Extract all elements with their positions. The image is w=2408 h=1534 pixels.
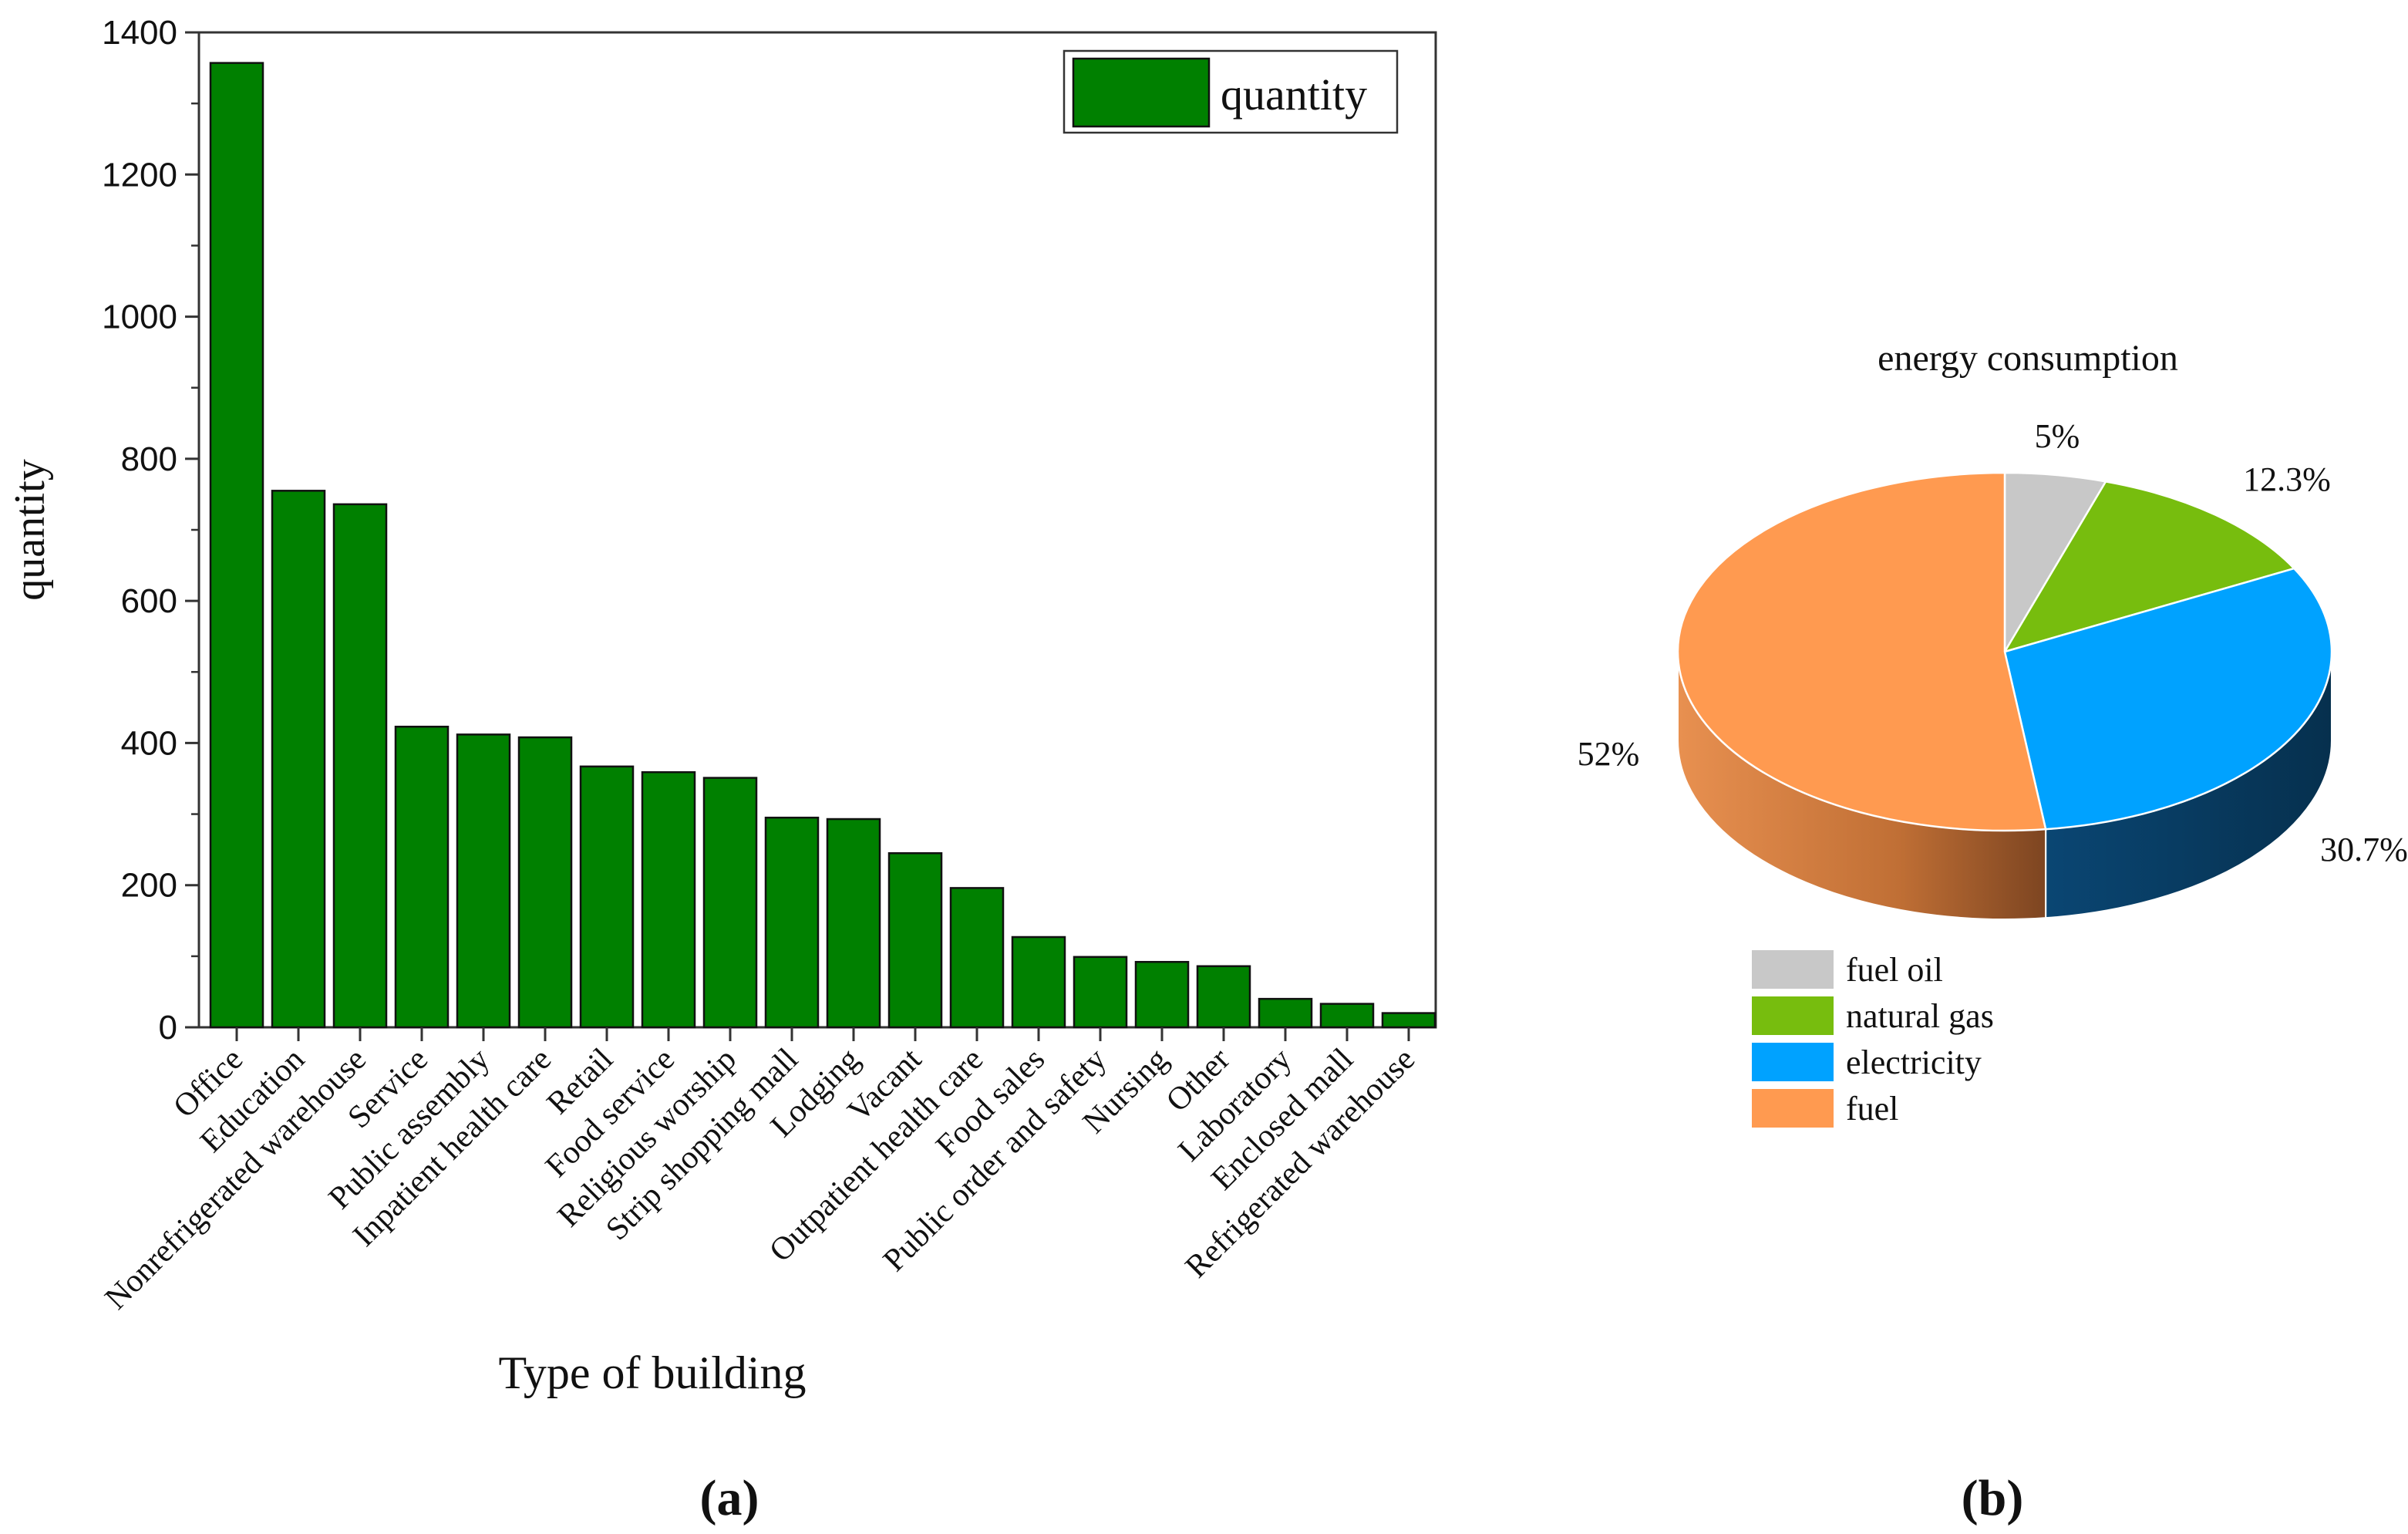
y-axis-label: quantity — [6, 459, 54, 601]
bar — [826, 818, 881, 1029]
y-tick-label: 1000 — [102, 298, 177, 336]
y-tick-label: 1400 — [102, 14, 177, 52]
y-tick-label: 800 — [121, 440, 177, 478]
bar — [1258, 997, 1313, 1029]
y-tick-label: 400 — [121, 724, 177, 762]
panel-label-a: (a) — [700, 1470, 759, 1526]
bar — [517, 736, 573, 1029]
bar — [1011, 936, 1066, 1029]
slice-label-fuel-oil: 5% — [2035, 417, 2080, 455]
slice-label-natural-gas: 12.3% — [2243, 460, 2331, 498]
legend-label-natural-gas: natural gas — [1846, 997, 1994, 1035]
panel-label-b: (b) — [1962, 1470, 2024, 1526]
y-tick-label: 1200 — [102, 156, 177, 194]
bar — [332, 503, 388, 1029]
bar — [209, 62, 264, 1029]
legend-swatch — [1072, 57, 1211, 128]
pie-slice-natural-gas — [2002, 480, 2296, 654]
x-tick-label: Nonrefrigerated warehouse — [98, 1042, 373, 1317]
legend-label-electricity: electricity — [1846, 1043, 1982, 1081]
legend: quantity — [1063, 49, 1399, 134]
bar — [1319, 1003, 1375, 1029]
y-axis: 0 200 400 600 800 1000 1200 1400 — [102, 14, 199, 1047]
bar — [949, 887, 1005, 1029]
pie-legend: fuel oil natural gas electricity fuel — [1752, 950, 1994, 1128]
legend-swatch-fuel-oil — [1752, 950, 1834, 989]
y-tick-label: 0 — [159, 1009, 177, 1047]
pie-slices — [1676, 471, 2333, 832]
legend-swatch-fuel — [1752, 1089, 1834, 1128]
bar — [1196, 965, 1251, 1029]
bar — [1381, 1012, 1436, 1029]
bar — [702, 777, 758, 1029]
bars — [209, 62, 1436, 1029]
y-tick-label: 600 — [121, 582, 177, 620]
bar — [456, 733, 511, 1029]
pie-slice-fuel — [1676, 471, 2047, 832]
bar — [579, 765, 635, 1029]
bar — [394, 725, 450, 1029]
slice-label-fuel: 52% — [1578, 735, 1640, 773]
bar — [1134, 960, 1190, 1029]
bar — [764, 816, 820, 1029]
legend-swatch-electricity — [1752, 1043, 1834, 1081]
y-tick-label: 200 — [121, 867, 177, 905]
bar — [271, 490, 326, 1029]
pie-title: energy consumption — [1878, 338, 2178, 379]
bar — [887, 852, 943, 1029]
x-axis-label: Type of building — [498, 1347, 806, 1398]
bar — [641, 770, 696, 1029]
legend-swatch-natural-gas — [1752, 996, 1834, 1035]
pie-chart-panel: energy consumption 5% 12.3% 30.7% 52% fu… — [1578, 338, 2408, 1526]
pie-slice-electricity — [2003, 567, 2333, 831]
legend-label: quantity — [1221, 69, 1367, 120]
slice-label-electricity: 30.7% — [2320, 831, 2408, 868]
legend-label-fuel-oil: fuel oil — [1846, 951, 1943, 989]
bar — [1073, 956, 1128, 1029]
legend-label-fuel: fuel — [1846, 1090, 1898, 1128]
bar-chart-panel: 0 200 400 600 800 1000 1200 1400 OfficeEducatio… — [6, 14, 1437, 1526]
